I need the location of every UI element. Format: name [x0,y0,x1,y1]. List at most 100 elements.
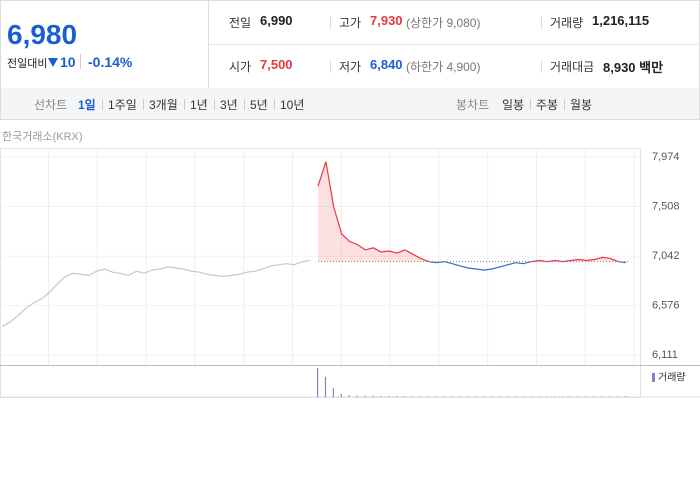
info-label: 전일 [229,16,252,30]
info-label: 저가 [339,60,362,74]
change-label: 전일대비 [7,58,48,70]
info-note: (하한가 4,900) [406,60,481,74]
volume-bar [577,396,579,397]
volume-bar [506,396,508,397]
volume-bar [569,396,571,397]
volume-bar [427,396,429,397]
tab[interactable]: 3년 [220,98,238,112]
volume-bar [601,396,603,397]
area [318,161,619,262]
y-tick-label: 6,576 [652,300,680,312]
volume-bar [356,395,358,397]
volume-bar [475,396,477,397]
tab[interactable]: 5년 [250,98,268,112]
volume-bar [451,396,453,397]
tab[interactable]: 10년 [280,98,305,112]
separator [541,16,542,29]
volume-bar [593,396,595,397]
info-label: 거래량 [550,16,584,30]
volume-bar [554,396,556,397]
source: 한국거래소(KRX) [2,130,83,143]
volume-bar [609,396,611,397]
volume-bar [546,396,548,397]
tab[interactable]: 1주일 [108,98,137,112]
tab[interactable]: 일봉 [502,98,525,112]
volume-bar [585,396,587,397]
info-value: 1,216,115 [592,13,650,28]
chart: 한국거래소(KRX) 7,974 7,508 7,042 6,576 6,111 거래량 [0,130,700,398]
separator [102,99,103,110]
info-note: (상한가 9,080) [406,16,481,30]
tab-bar: 선차트 1일 1주일 3개월 1년 3년 5년 10년 봉차트 일봉 주봉 월봉 [0,88,700,120]
change: 10 [60,54,76,70]
y-tick-label: 7,974 [652,151,680,163]
price-line [317,161,623,262]
volume-bar [459,396,461,397]
divider [208,1,209,88]
down-icon [48,58,58,67]
info-value: 7,500 [260,57,293,72]
volume-bar [522,396,524,397]
legend-label: 거래량 [658,372,686,384]
y-tick-label: 7,042 [652,250,680,262]
info-value: 6,990 [260,13,293,28]
volume-bar [403,396,406,397]
change-rate: -0.14% [88,54,133,70]
separator [274,99,275,110]
separator [330,16,331,29]
info-value: 6,840 [370,57,403,72]
volume-bar [317,368,319,397]
price-line [427,261,627,271]
volume-bar [625,396,627,397]
tab[interactable]: 주봉 [536,98,559,112]
volume-bar [324,376,327,397]
separator [184,99,185,110]
y-tick-label: 7,508 [652,200,680,212]
tab[interactable]: 1년 [190,98,208,112]
separator [143,99,144,110]
info-label: 거래대금 [550,60,595,74]
info-label: 고가 [339,16,362,30]
volume-bar [530,396,532,397]
info-value: 7,930 [370,13,403,28]
volume-bar [617,396,619,397]
price-line [1,259,311,327]
separator [80,54,81,69]
info-value: 8,930 백만 [603,60,664,75]
volume-bar [561,396,564,397]
volume-bar [514,396,516,397]
legend-swatch [652,373,655,382]
volume-bar [467,396,469,397]
volume-bar [332,388,334,397]
volume-bar [372,395,374,397]
volume-bar [340,394,342,397]
volume-bar [435,396,437,397]
separator [530,99,531,110]
volume-bar [411,396,413,397]
volume-bar [388,396,390,397]
separator [214,99,215,110]
separator [330,60,331,73]
volume-bar [490,396,492,397]
tab-label: 봉차트 [456,98,490,112]
volume-bar [443,396,445,397]
info-label: 시가 [229,60,252,74]
tab-label: 선차트 [34,98,68,112]
volume-bar [364,395,366,397]
y-tick-label: 6,111 [652,349,678,361]
separator [541,60,542,73]
separator [564,99,565,110]
volume-bar [498,396,500,397]
separator [244,99,245,110]
volume-bar [419,396,421,397]
tab[interactable]: 3개월 [149,98,178,112]
tab[interactable]: 1일 [78,98,96,112]
quote-panel: 6,980 전일대비 10 -0.14% 전일 6,990 고가 7,930 (상한가 … [0,0,700,89]
volume-bar [482,396,485,397]
volume-bar [348,395,350,397]
divider [209,44,699,45]
volume-bar [380,396,382,397]
tab[interactable]: 월봉 [570,98,593,112]
volume-bar [538,396,540,397]
